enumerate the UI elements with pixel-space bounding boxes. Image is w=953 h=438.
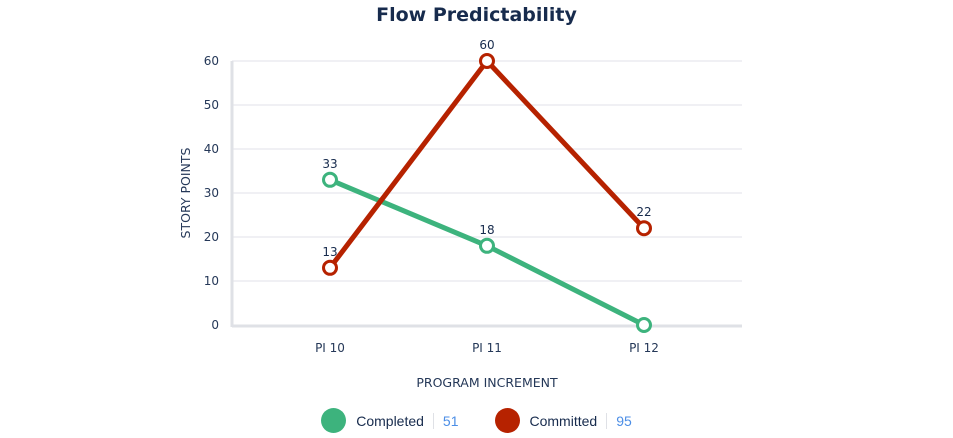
legend: Completed 51 Committed 95 — [0, 408, 953, 433]
x-tick-label: PI 12 — [629, 341, 659, 355]
data-label: 18 — [479, 223, 494, 237]
data-point — [322, 171, 338, 188]
y-tick-label: 40 — [204, 142, 219, 156]
x-tick-label: PI 10 — [315, 341, 345, 355]
data-label: 33 — [322, 157, 337, 171]
legend-marker-icon — [494, 408, 520, 433]
chart-title: Flow Predictability — [376, 4, 577, 26]
x-axis-title: PROGRAM INCREMENT — [416, 375, 558, 390]
data-point — [636, 317, 652, 333]
y-tick-label: 30 — [204, 186, 219, 200]
divider — [432, 412, 434, 429]
data-point — [479, 237, 495, 254]
y-tick-label: 0 — [211, 318, 219, 332]
legend-label: Completed — [356, 412, 424, 429]
legend-item-completed[interactable]: Completed 51 — [321, 408, 459, 433]
y-tick-label: 20 — [204, 230, 219, 244]
data-point — [322, 259, 338, 276]
legend-total: 51 — [442, 412, 459, 429]
y-tick-label: 10 — [204, 274, 219, 288]
data-point — [479, 53, 495, 69]
legend-item-committed[interactable]: Committed 95 — [494, 408, 632, 433]
data-label: 13 — [322, 245, 337, 259]
legend-label: Committed — [529, 412, 598, 429]
legend-total: 95 — [616, 412, 632, 429]
y-tick-label: 60 — [204, 54, 219, 68]
data-label: 60 — [479, 38, 494, 52]
y-tick-label: 50 — [204, 98, 219, 112]
divider — [606, 412, 608, 429]
x-tick-label: PI 11 — [472, 341, 502, 355]
legend-marker-icon — [321, 408, 347, 433]
data-label: 22 — [636, 205, 651, 219]
y-axis-title: STORY POINTS — [178, 147, 193, 238]
data-point — [636, 220, 652, 237]
line-chart: 0 10 20 30 40 50 60 PI 10 PI 11 PI 12 PROGRAM INCR… — [178, 38, 742, 390]
